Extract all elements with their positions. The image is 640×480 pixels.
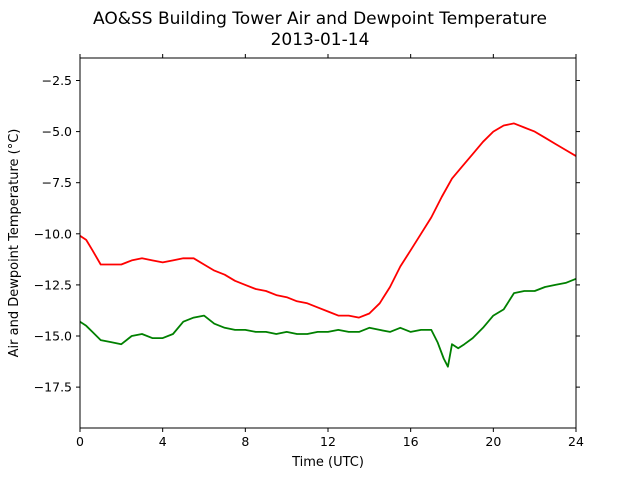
y-tick-label: −17.5	[34, 380, 72, 395]
y-tick-label: −7.5	[42, 175, 72, 190]
x-tick-label: 0	[76, 434, 84, 449]
y-tick-label: −2.5	[42, 73, 72, 88]
y-tick-label: −15.0	[34, 329, 72, 344]
y-axis-label: Air and Dewpoint Temperature (°C)	[7, 129, 22, 358]
x-tick-label: 16	[403, 434, 419, 449]
x-tick-label: 4	[159, 434, 167, 449]
series-line-1	[80, 122, 576, 319]
x-tick-label: 8	[241, 434, 249, 449]
x-tick-label: 12	[320, 434, 336, 449]
y-tick-label: −10.0	[34, 226, 72, 241]
y-tick-label: −12.5	[34, 277, 72, 292]
chart-title-line1: AO&SS Building Tower Air and Dewpoint Te…	[93, 9, 547, 29]
chart-title-line2: 2013-01-14	[271, 30, 370, 50]
y-axis: −17.5 −15.0 −12.5 −10.0 −7.5 −5.0 −2.5	[34, 73, 580, 395]
x-tick-label: 20	[485, 434, 501, 449]
x-axis-label: Time (UTC)	[291, 455, 364, 470]
series-line-2	[80, 277, 576, 368]
y-tick-label: −5.0	[42, 124, 72, 139]
x-tick-label: 24	[568, 434, 584, 449]
series-layer	[80, 122, 576, 368]
x-axis: 0 4 8 12 16 20 24	[76, 54, 584, 449]
